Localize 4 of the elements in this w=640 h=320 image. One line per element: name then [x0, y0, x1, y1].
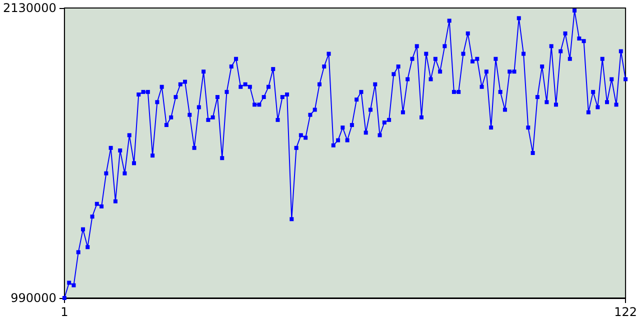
- y-tick-label: 990000: [10, 291, 56, 305]
- x-tick-label: 122: [614, 305, 637, 319]
- y-tick-label: 2130000: [2, 1, 56, 15]
- x-tick-label: 1: [60, 305, 68, 319]
